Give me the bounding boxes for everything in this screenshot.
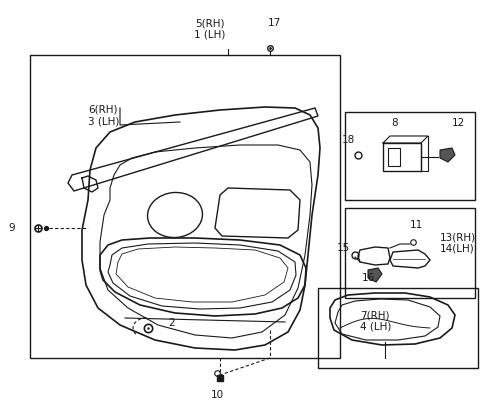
- Text: 18: 18: [341, 135, 355, 145]
- Bar: [345, 112, 475, 200]
- Text: 17: 17: [268, 18, 281, 28]
- Text: 9: 9: [9, 223, 15, 233]
- Text: 11: 11: [410, 220, 423, 230]
- Text: 2: 2: [168, 318, 175, 328]
- Text: 5(RH)
1 (LH): 5(RH) 1 (LH): [194, 18, 226, 40]
- Text: 8: 8: [392, 118, 398, 128]
- Bar: [388, 148, 400, 166]
- Bar: [30, 55, 340, 358]
- Text: 6(RH)
3 (LH): 6(RH) 3 (LH): [88, 105, 120, 126]
- Bar: [383, 143, 421, 171]
- Bar: [345, 208, 475, 298]
- Text: 10: 10: [210, 390, 224, 400]
- Bar: [318, 288, 478, 368]
- Text: 7(RH)
4 (LH): 7(RH) 4 (LH): [360, 310, 391, 332]
- Text: 16: 16: [362, 273, 375, 283]
- Text: 15: 15: [337, 243, 350, 253]
- Polygon shape: [440, 148, 455, 162]
- Text: 12: 12: [452, 118, 465, 128]
- Text: 13(RH)
14(LH): 13(RH) 14(LH): [440, 232, 476, 254]
- Polygon shape: [368, 268, 382, 282]
